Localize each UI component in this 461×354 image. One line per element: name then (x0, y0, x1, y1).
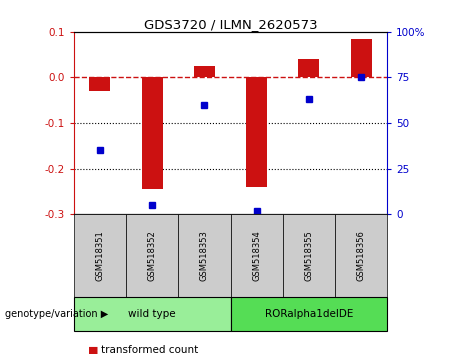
Text: GSM518356: GSM518356 (357, 230, 366, 281)
Text: RORalpha1delDE: RORalpha1delDE (265, 309, 353, 319)
Text: ■: ■ (88, 346, 98, 354)
Text: wild type: wild type (128, 309, 176, 319)
Text: GSM518352: GSM518352 (148, 230, 157, 281)
Bar (142, 78, 163, 189)
Bar (194, 66, 215, 78)
Bar (89, 78, 110, 91)
Text: GSM518355: GSM518355 (304, 230, 313, 281)
Text: GSM518353: GSM518353 (200, 230, 209, 281)
Text: genotype/variation ▶: genotype/variation ▶ (5, 309, 108, 319)
Bar (246, 78, 267, 187)
Title: GDS3720 / ILMN_2620573: GDS3720 / ILMN_2620573 (144, 18, 317, 31)
Bar (351, 39, 372, 78)
Text: GSM518351: GSM518351 (95, 230, 104, 281)
Text: GSM518354: GSM518354 (252, 230, 261, 281)
Bar (298, 59, 319, 78)
Text: transformed count: transformed count (101, 346, 199, 354)
